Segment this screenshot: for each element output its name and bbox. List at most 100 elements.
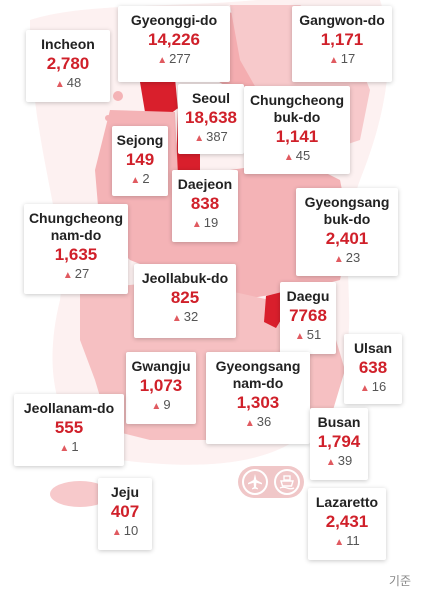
region-card-incheon[interactable]: Incheon 2,780 ▲ 48 (26, 30, 110, 102)
case-count: 2,780 (46, 54, 90, 73)
up-triangle-icon: ▲ (171, 313, 182, 324)
up-triangle-icon: ▲ (54, 79, 65, 90)
up-triangle-icon: ▲ (325, 457, 336, 468)
daily-increase: ▲ 23 (300, 250, 394, 268)
region-card-jeju[interactable]: Jeju 407 ▲ 10 (98, 478, 152, 550)
case-count: 7768 (289, 306, 327, 325)
case-count: 1,073 (139, 376, 183, 395)
case-count: 2,401 (325, 229, 369, 248)
daily-increase: ▲ 11 (312, 533, 382, 551)
region-name: Daegu (286, 288, 330, 304)
region-card-jeonnam[interactable]: Jeollanam-do 555 ▲ 1 (14, 394, 124, 466)
daily-increase-value: 1 (71, 439, 79, 454)
region-name: Gyeongsang buk-do (304, 194, 390, 227)
airplane-icon-glyph (248, 474, 262, 490)
daily-increase: ▲ 9 (130, 397, 192, 415)
region-name: Chungcheong buk-do (249, 92, 345, 125)
daily-increase-value: 39 (337, 453, 353, 468)
region-card-busan[interactable]: Busan 1,794 ▲ 39 (310, 408, 368, 480)
daily-increase-value: 27 (74, 266, 90, 281)
region-card-gyeongnam[interactable]: Gyeongsang nam-do 1,303 ▲ 36 (206, 352, 310, 444)
case-count: 18,638 (185, 108, 237, 127)
daily-increase-value: 51 (306, 327, 322, 342)
up-triangle-icon: ▲ (62, 270, 73, 281)
region-name: Lazaretto (315, 494, 379, 510)
daily-increase: ▲ 48 (30, 75, 106, 93)
ship-icon (274, 469, 300, 495)
case-count: 407 (110, 502, 140, 521)
daily-increase: ▲ 45 (248, 148, 346, 166)
daily-increase-value: 48 (66, 75, 82, 90)
daily-increase: ▲ 32 (138, 309, 232, 327)
up-triangle-icon: ▲ (151, 401, 162, 412)
up-triangle-icon: ▲ (359, 383, 370, 394)
daegu-region (264, 292, 284, 328)
daily-increase-value: 23 (345, 250, 361, 265)
daily-increase: ▲ 10 (102, 523, 148, 541)
region-name: Gwangju (131, 358, 191, 374)
region-name: Jeju (110, 484, 139, 500)
airplane-icon (242, 469, 268, 495)
up-triangle-icon: ▲ (59, 443, 70, 454)
region-card-lazaretto[interactable]: Lazaretto 2,431 ▲ 11 (308, 488, 386, 560)
case-count: 825 (170, 288, 200, 307)
case-count: 149 (125, 150, 155, 169)
up-triangle-icon: ▲ (334, 537, 345, 548)
case-count: 1,171 (320, 30, 364, 49)
quarantine-transport-badge (238, 466, 304, 498)
daily-increase: ▲ 19 (176, 215, 234, 233)
daily-increase-value: 36 (256, 414, 272, 429)
daily-increase: ▲ 36 (210, 414, 306, 432)
daily-increase: ▲ 1 (18, 439, 120, 457)
ship-icon-glyph (279, 475, 295, 490)
daily-increase-value: 11 (346, 533, 360, 548)
region-card-chungnam[interactable]: Chungcheong nam-do 1,635 ▲ 27 (24, 204, 128, 294)
region-card-daegu[interactable]: Daegu 7768 ▲ 51 (280, 282, 336, 354)
region-name: Jeollanam-do (23, 400, 115, 416)
case-count: 1,635 (54, 245, 98, 264)
region-card-ulsan[interactable]: Ulsan 638 ▲ 16 (344, 334, 402, 404)
region-card-gyeongbuk[interactable]: Gyeongsang buk-do 2,401 ▲ 23 (296, 188, 398, 276)
case-count: 1,303 (236, 393, 280, 412)
daily-increase-value: 16 (371, 379, 387, 394)
up-triangle-icon: ▲ (283, 152, 294, 163)
region-card-chungbuk[interactable]: Chungcheong buk-do 1,141 ▲ 45 (244, 86, 350, 174)
region-card-gangwon[interactable]: Gangwon-do 1,171 ▲ 17 (292, 6, 392, 82)
region-card-gyeonggi[interactable]: Gyeonggi-do 14,226 ▲ 277 (118, 6, 230, 82)
case-count: 2,431 (325, 512, 369, 531)
region-name: Chungcheong nam-do (28, 210, 124, 243)
daily-increase-value: 19 (203, 215, 219, 230)
up-triangle-icon: ▲ (244, 418, 255, 429)
daily-increase-value: 32 (183, 309, 199, 324)
case-count: 1,794 (317, 432, 361, 451)
region-card-gwangju[interactable]: Gwangju 1,073 ▲ 9 (126, 352, 196, 424)
region-name: Incheon (41, 36, 95, 52)
region-name: Gangwon-do (299, 12, 385, 28)
daily-increase-value: 387 (206, 129, 228, 144)
case-count: 1,141 (275, 127, 319, 146)
region-name: Daejeon (177, 176, 233, 192)
jeju-island (50, 481, 110, 507)
daily-increase: ▲ 51 (284, 327, 332, 345)
region-card-jeonbuk[interactable]: Jeollabuk-do 825 ▲ 32 (134, 264, 236, 338)
case-count: 555 (54, 418, 84, 437)
region-name: Gyeongsang nam-do (215, 358, 301, 391)
up-triangle-icon: ▲ (111, 527, 122, 538)
up-triangle-icon: ▲ (191, 219, 202, 230)
region-card-seoul[interactable]: Seoul 18,638 ▲ 387 (178, 84, 244, 154)
up-triangle-icon: ▲ (294, 331, 305, 342)
daily-increase: ▲ 39 (314, 453, 364, 471)
up-triangle-icon: ▲ (130, 175, 141, 186)
region-card-daejeon[interactable]: Daejeon 838 ▲ 19 (172, 170, 238, 242)
daily-increase: ▲ 277 (122, 51, 226, 69)
daily-increase: ▲ 17 (296, 51, 388, 69)
daily-increase: ▲ 2 (116, 171, 164, 189)
up-triangle-icon: ▲ (157, 55, 168, 66)
region-name: Jeollabuk-do (141, 270, 229, 286)
daily-increase-value: 10 (123, 523, 139, 538)
region-card-sejong[interactable]: Sejong 149 ▲ 2 (112, 126, 168, 196)
case-count: 14,226 (148, 30, 200, 49)
case-count: 638 (358, 358, 388, 377)
daily-increase-value: 277 (169, 51, 191, 66)
region-name: Ulsan (353, 340, 393, 356)
